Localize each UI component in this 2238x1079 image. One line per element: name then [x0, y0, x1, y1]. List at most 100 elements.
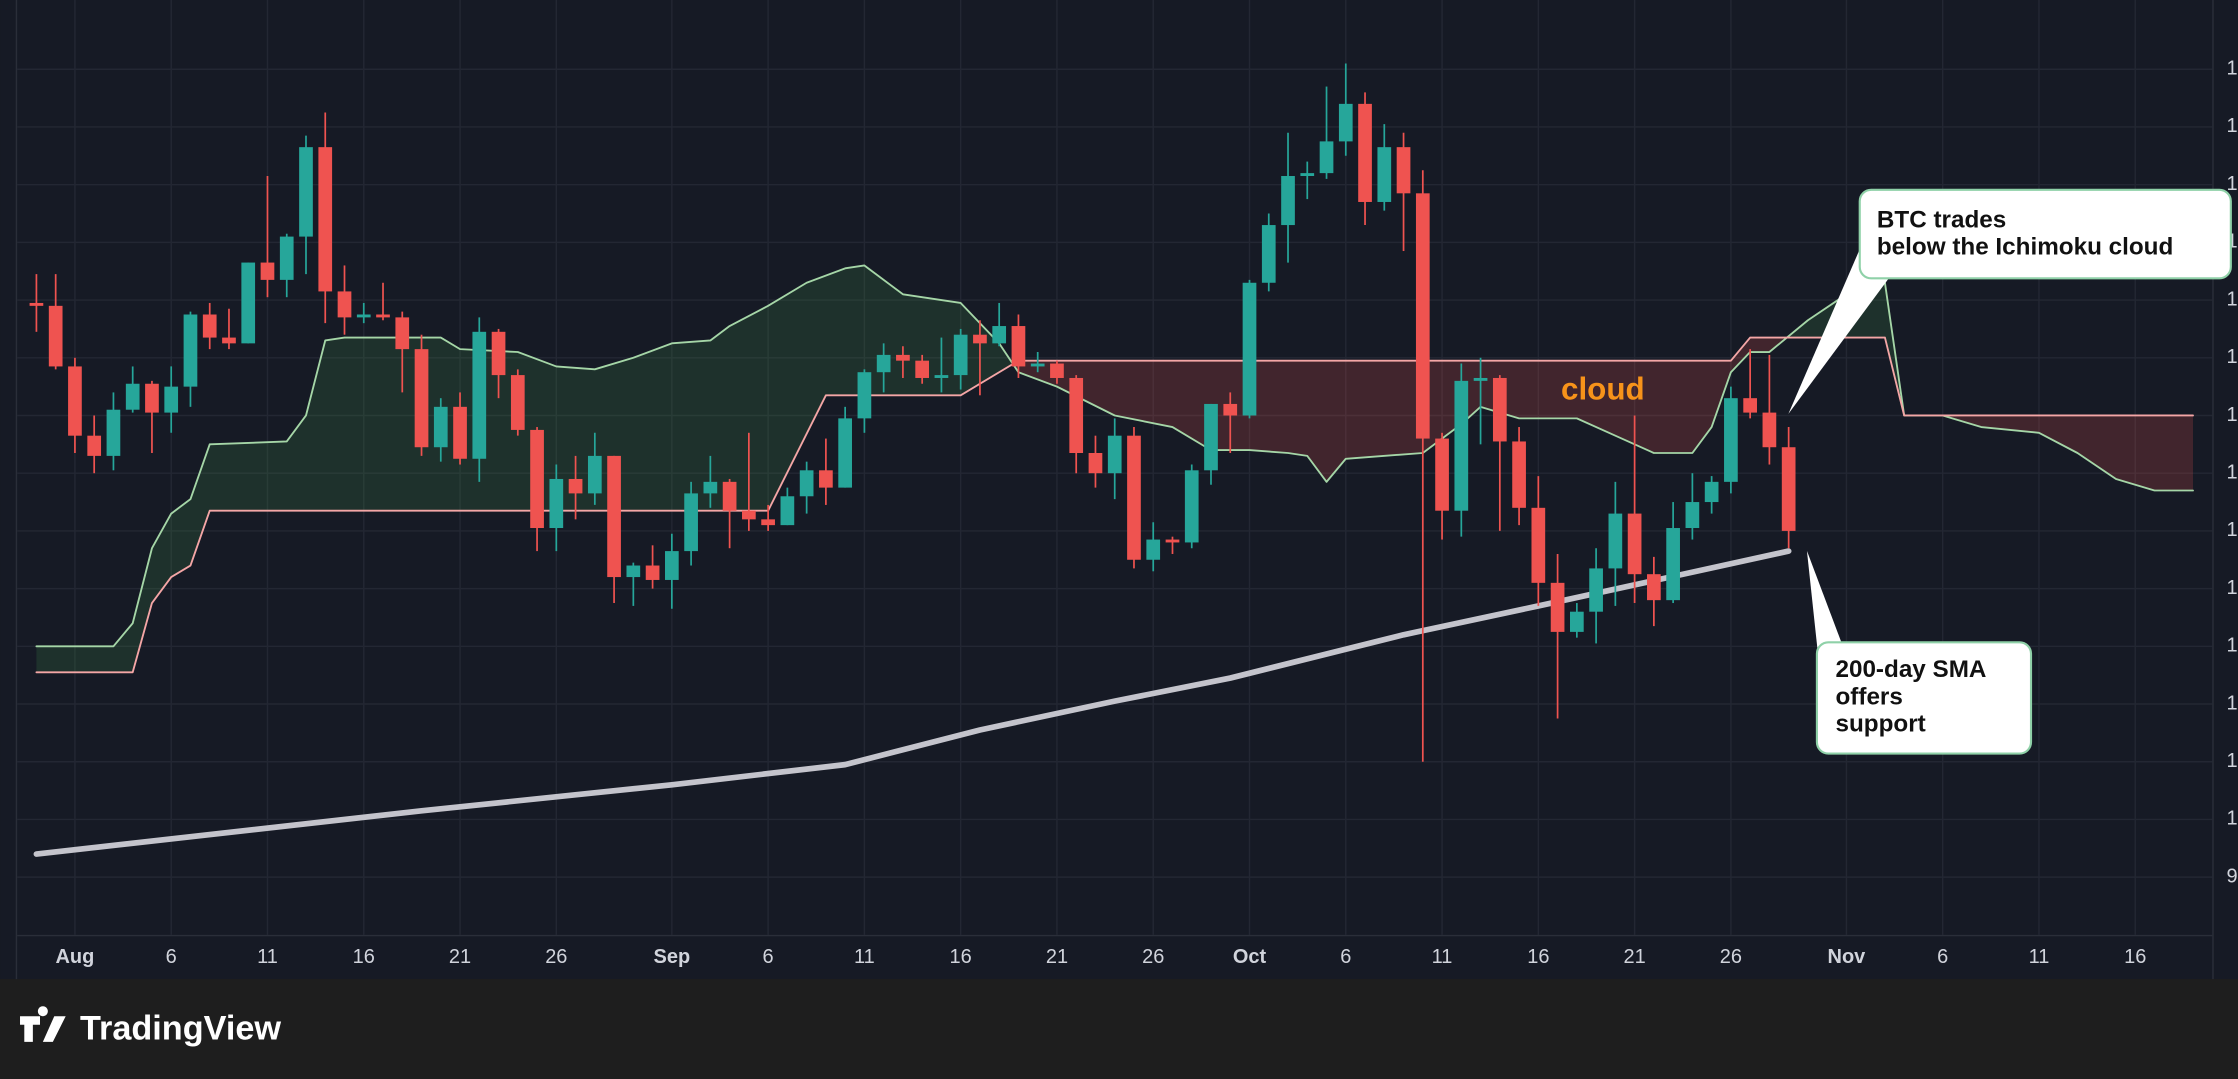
candle-body: [876, 354, 891, 373]
candle-body: [1127, 435, 1141, 560]
candle-body: [1569, 611, 1584, 632]
candle-body: [376, 314, 390, 318]
candle-body: [664, 551, 679, 580]
candle-body: [742, 510, 756, 520]
candle-body: [299, 147, 313, 237]
candle-body: [1107, 435, 1122, 474]
y-tick-label: 1: [2227, 115, 2238, 137]
callout-pointer: [1806, 550, 1845, 671]
x-tick-label: 26: [1720, 946, 1742, 968]
candle-body: [1088, 452, 1103, 474]
candle-body: [491, 331, 506, 376]
candle-body: [1473, 377, 1488, 381]
x-tick-label: 11: [854, 946, 875, 968]
candle-body: [1666, 528, 1680, 601]
candle-body: [1415, 193, 1430, 439]
candle-body: [241, 262, 256, 344]
candle-body: [1589, 568, 1603, 612]
cloud-fill: [1947, 415, 2194, 491]
candle-body: [645, 565, 660, 580]
x-tick-label: 16: [2124, 946, 2146, 968]
candle-body: [87, 435, 102, 456]
candle-body: [530, 429, 544, 529]
candle-body: [1781, 447, 1796, 531]
candles: [29, 63, 1796, 762]
candle-body: [1319, 141, 1334, 174]
x-tick-label: Sep: [654, 946, 691, 968]
x-tick-label: 6: [1340, 946, 1351, 968]
candle-body: [260, 262, 275, 280]
candle-body: [1300, 173, 1315, 177]
candle-body: [318, 147, 333, 292]
candle-body: [549, 478, 564, 529]
logo-icon: [20, 1006, 66, 1042]
y-tick-label: 1: [2227, 635, 2238, 657]
candle-body: [1762, 412, 1777, 448]
candle-body: [1550, 582, 1565, 632]
candle-body: [1531, 507, 1546, 583]
candle-body: [1454, 380, 1469, 511]
candle-body: [1647, 574, 1661, 601]
callout-box: [1858, 188, 2232, 280]
candle-body: [125, 383, 140, 410]
candle-body: [761, 519, 775, 526]
x-tick-label: 6: [1937, 946, 1948, 968]
callout-box: [1815, 641, 2033, 755]
candle-body: [1223, 403, 1238, 416]
candle-body: [472, 331, 487, 459]
candle-body: [1704, 481, 1719, 503]
x-tick-label: 16: [353, 946, 375, 968]
candle-body: [1204, 403, 1218, 471]
y-tick-label: 1: [2227, 692, 2238, 714]
candle-body: [1281, 176, 1295, 226]
y-tick-label: 1: [2227, 461, 2238, 483]
candle-body: [896, 354, 910, 361]
candle-body: [202, 314, 217, 338]
y-tick-label: 1: [2227, 404, 2238, 426]
candle-body: [1261, 225, 1276, 283]
candle-body: [1050, 363, 1064, 378]
candle-body: [1685, 502, 1700, 529]
candle-body: [510, 375, 525, 430]
candle-body: [1184, 470, 1199, 543]
y-tick-label: 1: [2227, 808, 2238, 830]
y-tick-label: 1: [2227, 346, 2238, 368]
y-tick-label: 1: [2227, 750, 2238, 772]
candle-body: [1069, 377, 1084, 453]
candle-body: [1396, 147, 1411, 194]
candle-body: [587, 455, 602, 494]
candle-body: [433, 406, 448, 448]
y-tick-label: 1: [2227, 288, 2238, 310]
candle-body: [684, 493, 698, 552]
candle-body: [915, 360, 930, 378]
candle-body: [183, 314, 198, 387]
y-tick-label: 1: [2227, 519, 2238, 541]
x-tick-label: 21: [449, 946, 471, 968]
callout-pointer: [1788, 242, 1899, 414]
y-tick-label: 1: [2227, 58, 2238, 80]
candle-body: [1743, 398, 1757, 413]
candle-body: [722, 481, 737, 511]
candle-body: [222, 337, 236, 344]
x-tick-label: 6: [763, 946, 774, 968]
candle-body: [857, 372, 872, 419]
x-tick-label: Nov: [1828, 946, 1867, 968]
candle-body: [1724, 398, 1738, 482]
x-tick-label: Aug: [56, 946, 95, 968]
candle-body: [1338, 103, 1353, 142]
candle-body: [568, 478, 583, 494]
candle-body: [607, 455, 621, 578]
candle-body: [48, 305, 63, 367]
x-tick-label: 26: [1142, 946, 1164, 968]
callout-text: below the Ichimoku cloud: [1877, 234, 2173, 261]
candle-body: [1030, 363, 1045, 367]
candle-body: [973, 334, 987, 344]
candle-body: [992, 326, 1007, 344]
candle-body: [934, 375, 949, 378]
x-tick-label: Oct: [1233, 946, 1267, 968]
candle-body: [1377, 147, 1392, 202]
callout-text: support: [1835, 710, 1925, 737]
callout-text: offers: [1835, 683, 1902, 710]
candle-body: [626, 565, 641, 578]
